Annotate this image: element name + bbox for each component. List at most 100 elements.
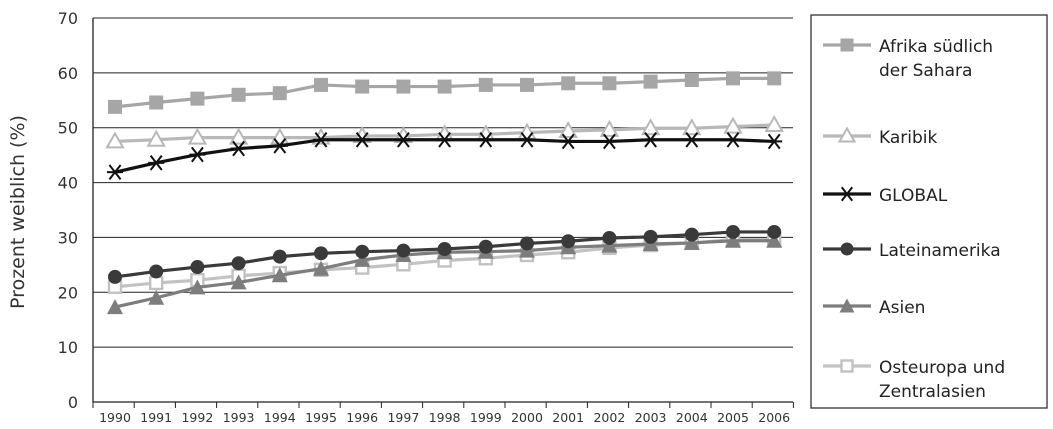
y-tick-label: 40 <box>58 174 78 193</box>
data-point-square <box>561 76 576 91</box>
x-tick-label: 2003 <box>635 410 667 425</box>
data-point-open-triangle <box>682 118 702 136</box>
series-1 <box>105 114 784 149</box>
data-point-triangle <box>601 237 618 253</box>
asterisk-stroke <box>314 131 328 148</box>
data-point-open-triangle <box>146 129 166 147</box>
data-point-asterisk <box>725 131 741 148</box>
asterisk-stroke <box>149 155 163 171</box>
data-point-triangle <box>189 279 206 295</box>
data-point-square <box>726 71 740 86</box>
data-point-open-triangle <box>228 127 249 145</box>
legend-label: Karibik <box>879 128 937 148</box>
series-0 <box>108 71 782 114</box>
data-point-square <box>314 77 328 92</box>
data-point-asterisk <box>436 131 453 148</box>
data-point-open-triangle <box>723 116 743 134</box>
legend-label: Afrika südlich <box>879 37 993 57</box>
data-point-triangle <box>839 298 855 313</box>
data-point-open-triangle <box>837 126 857 143</box>
data-point-open-triangle <box>105 131 125 149</box>
data-point-triangle <box>354 251 371 267</box>
data-point-asterisk <box>519 131 535 148</box>
data-point-circle <box>767 224 782 239</box>
data-point-circle <box>355 244 370 259</box>
x-tick-label: 2004 <box>676 410 708 425</box>
series-3 <box>108 224 782 284</box>
data-point-open-triangle <box>640 118 661 136</box>
data-point-asterisk <box>601 133 618 150</box>
y-tick-label: 60 <box>58 64 78 83</box>
x-tick-label: 1998 <box>429 410 461 425</box>
data-point-square <box>767 71 782 86</box>
data-point-square <box>355 79 370 94</box>
asterisk-stroke <box>438 131 451 148</box>
data-point-triangle <box>107 299 123 315</box>
data-point-asterisk <box>395 131 412 148</box>
data-point-circle <box>840 242 854 256</box>
y-tick-label: 0 <box>68 393 78 412</box>
data-point-square <box>272 86 287 101</box>
data-point-circle <box>643 229 658 244</box>
asterisk-stroke <box>520 131 534 148</box>
legend-entry: Afrika südlich der Sahara <box>823 37 993 81</box>
asterisk-stroke <box>840 186 854 202</box>
asterisk-stroke <box>397 131 410 148</box>
data-point-triangle <box>271 267 288 283</box>
legend-entry: Karibik <box>823 126 937 148</box>
data-point-square <box>437 79 452 94</box>
legend-entry: Asien <box>823 298 925 318</box>
data-point-circle <box>684 227 699 242</box>
x-tick-label: 1994 <box>264 410 296 425</box>
grid-lines <box>93 17 793 348</box>
x-tick-label: 1991 <box>140 410 172 425</box>
data-point-open-triangle <box>764 114 784 132</box>
data-point-circle <box>190 260 205 275</box>
data-point-asterisk <box>230 140 247 157</box>
asterisk-stroke <box>191 146 204 163</box>
axes: 0 10 20 30 40 50 60 70 1990 1991 1992 1993 1994 1995 1… <box>58 9 794 425</box>
asterisk-stroke <box>479 131 493 148</box>
data-point-triangle <box>683 234 700 250</box>
data-point-asterisk <box>642 131 659 148</box>
x-tick-label: 1990 <box>99 410 131 425</box>
legend-entry: Lateinamerika <box>823 241 1001 261</box>
x-tick-label: 2000 <box>511 410 543 425</box>
legend-label: Asien <box>879 298 925 318</box>
data-point-triangle <box>148 289 165 305</box>
data-point-square <box>840 38 854 52</box>
legend-label: Osteuropa und <box>879 358 1005 378</box>
data-point-asterisk <box>560 133 577 150</box>
data-point-triangle <box>766 232 783 248</box>
data-point-square <box>602 76 617 91</box>
data-point-open-triangle <box>599 119 620 137</box>
data-point-asterisk <box>313 131 329 148</box>
data-point-circle <box>272 249 287 264</box>
x-tick-label: 2002 <box>593 410 625 425</box>
asterisk-stroke <box>561 133 575 150</box>
x-tick-label: 1992 <box>181 410 213 425</box>
data-point-square <box>520 77 534 92</box>
data-point-square <box>396 79 411 94</box>
data-point-open-square <box>840 359 854 373</box>
asterisk-stroke <box>726 131 740 148</box>
y-axis-label: Prozent weiblich (%) <box>7 115 29 309</box>
data-point-asterisk <box>683 131 700 148</box>
data-point-square <box>478 77 493 92</box>
data-point-open-square <box>148 275 164 291</box>
legend-label: GLOBAL <box>879 186 948 206</box>
asterisk-stroke <box>273 138 287 154</box>
asterisk-stroke <box>767 133 781 150</box>
data-point-circle <box>726 224 740 239</box>
y-tick-label: 50 <box>58 119 78 138</box>
data-point-circle <box>437 241 452 256</box>
x-tick-label: 2006 <box>758 410 790 425</box>
data-point-circle <box>478 239 493 254</box>
data-point-circle <box>108 269 122 284</box>
asterisk-stroke <box>644 131 657 148</box>
y-tick-label: 20 <box>58 283 78 302</box>
data-point-square <box>684 72 699 87</box>
data-point-asterisk <box>477 131 494 148</box>
data-point-circle <box>520 236 534 251</box>
